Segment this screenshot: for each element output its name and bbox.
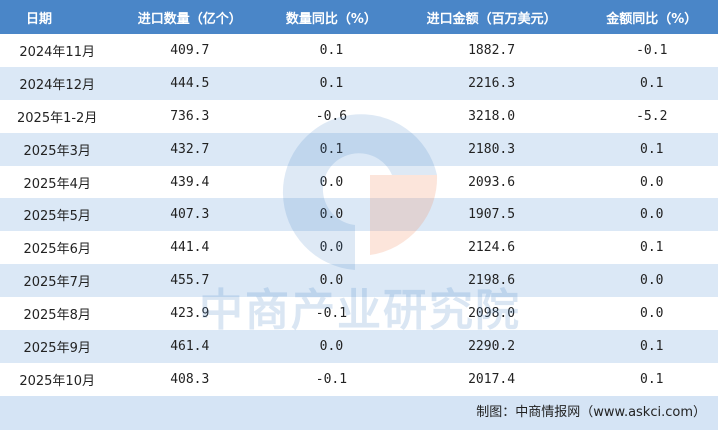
cell: 455.7	[114, 264, 266, 298]
cell: 0.0	[319, 240, 344, 256]
header-cell: 进口数量（亿个）	[114, 0, 266, 34]
cell: 0.0	[265, 264, 398, 298]
row: 2024年12月 444.5 0.1 2216.3 0.1	[0, 66, 718, 100]
row: 2025年3月 432.7 0.1 2180.3 0.1	[0, 132, 718, 166]
row: 2025年4月 439.4 0.0 2093.6 0.0	[0, 166, 718, 199]
cell: 2025年4月	[23, 176, 91, 192]
cell: 0.1	[585, 132, 718, 166]
cell: 409.7	[170, 42, 210, 58]
cell: 0.1	[265, 132, 398, 166]
cell: 1882.7	[468, 42, 516, 58]
header-row: 日期 进口数量（亿个） 数量同比（%） 进口金额（百万美元） 金额同比（%）	[0, 0, 718, 34]
cell: 0.0	[265, 330, 398, 363]
cell: 441.4	[170, 240, 210, 256]
cell: 461.4	[114, 330, 266, 363]
cell: 0.0	[585, 198, 718, 232]
cell: 2025年3月	[0, 132, 115, 166]
cell: 423.9	[170, 306, 210, 322]
row: 2024年11月 409.7 0.1 1882.7 -0.1	[0, 34, 718, 67]
cell: 408.3	[170, 371, 210, 387]
cell: 0.0	[319, 174, 344, 190]
row: 2025年6月 441.4 0.0 2124.6 0.1	[0, 231, 718, 264]
cell: -0.1	[636, 42, 668, 58]
cell: 0.1	[640, 371, 664, 387]
cell: 0.1	[640, 240, 664, 256]
cell: 2025年5月	[0, 198, 115, 232]
cell: 2198.6	[397, 264, 586, 298]
row: 2025年8月 423.9 -0.1 2098.0 0.0	[0, 297, 718, 330]
header-cell: 日期	[0, 0, 115, 34]
cell: 2025年7月	[0, 264, 115, 298]
cell: 0.1	[585, 66, 718, 100]
row: 2025年1-2月 736.3 -0.6 3218.0 -5.2	[0, 100, 718, 133]
cell: 2093.6	[468, 174, 516, 190]
cell: 736.3	[170, 108, 210, 124]
cell: 2216.3	[397, 66, 586, 100]
cell: 0.1	[265, 66, 398, 100]
row: 2025年5月 407.3 0.0 1907.5 0.0	[0, 198, 718, 232]
cell: 2290.2	[397, 330, 586, 363]
footer: 制图：中商情报网（www.askci.com）	[0, 396, 718, 430]
cell: 2025年8月	[23, 308, 91, 324]
cell: 2017.4	[468, 371, 516, 387]
cell: -0.1	[315, 371, 348, 387]
cell: 2024年12月	[0, 66, 115, 100]
row: 2025年9月 461.4 0.0 2290.2 0.1	[0, 330, 718, 363]
header-cell: 进口金额（百万美元）	[397, 0, 586, 34]
cell: 439.4	[170, 174, 210, 190]
cell: -0.6	[315, 108, 348, 124]
cell: 2025年10月	[19, 373, 95, 389]
header-cell: 数量同比（%）	[265, 0, 398, 34]
cell: 2024年11月	[19, 44, 95, 60]
cell: 2025年9月	[0, 330, 115, 363]
cell: 407.3	[114, 198, 266, 232]
cell: 0.0	[585, 264, 718, 298]
cell: 0.1	[319, 42, 344, 58]
cell: 432.7	[114, 132, 266, 166]
cell: -5.2	[636, 108, 668, 124]
cell: 0.1	[585, 330, 718, 363]
cell: 444.5	[114, 66, 266, 100]
data-table: 日期 进口数量（亿个） 数量同比（%） 进口金额（百万美元） 金额同比（%） 2024年…	[0, 0, 718, 396]
cell: 0.0	[265, 198, 398, 232]
cell: -0.1	[315, 306, 348, 322]
cell: 0.0	[640, 174, 664, 190]
row: 2025年7月 455.7 0.0 2198.6 0.0	[0, 264, 718, 298]
cell: 2025年6月	[23, 242, 91, 258]
cell: 2098.0	[468, 306, 516, 322]
row: 2025年10月 408.3 -0.1 2017.4 0.1	[0, 363, 718, 396]
cell: 2025年1-2月	[17, 110, 98, 126]
cell: 2180.3	[397, 132, 586, 166]
cell: 2124.6	[468, 240, 516, 256]
cell: 0.0	[640, 306, 664, 322]
cell: 1907.5	[397, 198, 586, 232]
header-cell: 金额同比（%）	[585, 0, 718, 34]
cell: 3218.0	[468, 108, 516, 124]
